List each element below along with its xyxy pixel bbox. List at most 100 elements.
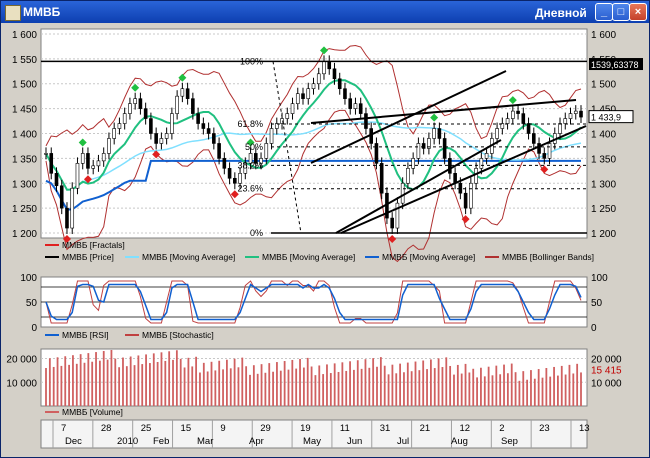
fib-level-label: 0% xyxy=(250,228,263,238)
volume-bar xyxy=(460,373,463,406)
volume-bar xyxy=(553,366,555,406)
volume-bar xyxy=(222,369,224,406)
volume-bar xyxy=(210,361,213,406)
volume-tick-left: 10 000 xyxy=(6,378,37,389)
oscillator-tick-right: 100 xyxy=(591,273,608,284)
chart-area[interactable]: 100% 61.8% 50% 38.2% 23.6% 0% 1 200 1 200 1 250… xyxy=(1,23,649,457)
volume-bar xyxy=(79,354,82,406)
volume-bar xyxy=(183,367,186,406)
candle-body xyxy=(201,123,206,129)
volume-bar xyxy=(252,365,255,406)
legend-entry: ММВБ [Volume] xyxy=(62,407,123,417)
fractal-down-marker xyxy=(461,215,470,224)
candle-body xyxy=(180,88,185,97)
candle-body xyxy=(316,73,321,85)
month-label: Jun xyxy=(347,436,362,447)
volume-bar xyxy=(530,370,532,406)
candle-body xyxy=(117,123,122,129)
volume-bar xyxy=(237,367,240,406)
candle-body xyxy=(542,153,547,159)
volume-bar xyxy=(310,366,313,406)
candle-body xyxy=(44,153,48,155)
oscillator-tick-left: 100 xyxy=(20,273,37,284)
candle-body xyxy=(70,187,75,229)
candle-body xyxy=(238,173,242,184)
minimize-button[interactable]: _ xyxy=(595,3,613,21)
volume-bar xyxy=(345,370,348,406)
volume-bar xyxy=(349,361,351,406)
candle-body xyxy=(149,118,153,134)
candle-body xyxy=(306,88,311,99)
volume-bar xyxy=(414,361,417,406)
candle-body xyxy=(122,113,127,124)
candle-body xyxy=(516,110,520,114)
candle-body xyxy=(579,110,583,118)
volume-bar xyxy=(437,358,440,406)
volume-bar xyxy=(387,374,390,406)
volume-bar xyxy=(433,368,436,406)
volume-bar xyxy=(353,369,355,406)
volume-bar xyxy=(122,357,124,406)
volume-bar xyxy=(449,365,452,406)
title-bar[interactable]: ММВБ Дневной _ □ × xyxy=(1,1,649,23)
volume-bar xyxy=(60,365,63,406)
day-label: 12 xyxy=(459,423,470,434)
volume-bar xyxy=(214,370,217,406)
month-label: Mar xyxy=(197,436,213,447)
volume-bar xyxy=(114,358,117,406)
day-label: 28 xyxy=(101,423,112,434)
bollinger-lower-line xyxy=(45,109,582,263)
volume-bar xyxy=(337,371,340,406)
volume-tick-right: 10 000 xyxy=(591,378,622,389)
volume-tick-right: 20 000 xyxy=(591,355,622,366)
volume-bar xyxy=(545,368,548,406)
candle-body xyxy=(311,83,316,90)
price-tick-label-left: 1 350 xyxy=(12,154,37,165)
candle-body xyxy=(374,143,379,164)
volume-bar xyxy=(368,367,371,406)
volume-bar xyxy=(295,368,298,406)
volume-bar xyxy=(322,374,325,406)
volume-bar xyxy=(91,361,94,406)
close-button[interactable]: × xyxy=(629,3,647,21)
time-axis[interactable] xyxy=(40,419,588,449)
candle-body xyxy=(416,143,421,159)
volume-bar xyxy=(453,374,455,406)
fib-level-label: 100% xyxy=(240,56,263,66)
volume-bar xyxy=(564,374,567,406)
candle-body xyxy=(390,217,394,229)
volume-bar xyxy=(376,366,378,406)
volume-bar xyxy=(168,351,171,406)
candle-body xyxy=(537,143,541,154)
candle-body xyxy=(290,103,295,114)
candle-body xyxy=(505,118,510,124)
fractal-up-marker xyxy=(131,83,140,92)
volume-bar xyxy=(45,368,47,406)
volume-bar xyxy=(580,372,582,406)
last-price-marker-box xyxy=(588,110,634,124)
month-label: Dec xyxy=(65,436,82,447)
volume-bar xyxy=(137,355,140,406)
fractal-up-marker xyxy=(78,138,87,147)
fib-level-label: 38.2% xyxy=(237,160,263,170)
volume-bar xyxy=(383,365,386,406)
volume-tick-left: 20 000 xyxy=(6,355,37,366)
volume-bar xyxy=(483,376,486,406)
candle-body xyxy=(259,158,263,164)
fib-price-marker: 1539,63378 xyxy=(591,60,639,70)
candle-body xyxy=(474,168,478,184)
volume-bar xyxy=(495,365,498,406)
fractal-up-marker xyxy=(508,96,517,105)
month-label: Feb xyxy=(153,436,169,447)
candle-body xyxy=(563,118,568,124)
candle-body xyxy=(175,95,179,114)
window-title: ММВБ xyxy=(23,5,61,19)
maximize-button[interactable]: □ xyxy=(612,3,630,21)
candle-body xyxy=(264,143,269,159)
volume-bar xyxy=(576,363,579,406)
candle-body xyxy=(269,128,274,144)
volume-bar xyxy=(302,367,305,406)
day-label: 2 xyxy=(499,423,504,434)
fractal-down-marker xyxy=(388,234,397,243)
candle-body xyxy=(243,163,248,174)
